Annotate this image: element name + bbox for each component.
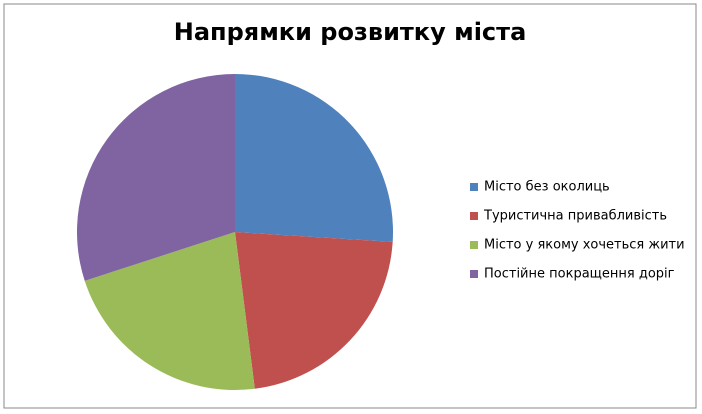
chart-title: Напрямки розвитку міста xyxy=(174,18,527,46)
legend-label: Туристична привабливість xyxy=(483,209,667,224)
legend-label: Постійне покращення доріг xyxy=(484,267,675,282)
pie-slice xyxy=(235,74,393,242)
pie-slice xyxy=(235,232,393,389)
legend-label: Місто у якому хочеться жити xyxy=(484,238,685,253)
pie-slice xyxy=(77,74,235,281)
legend-swatch xyxy=(470,212,478,220)
legend-swatch xyxy=(470,183,478,191)
pie-slice xyxy=(84,232,255,390)
legend-swatch xyxy=(470,270,478,278)
legend-label: Місто без околиць xyxy=(484,180,610,195)
legend-swatch xyxy=(470,241,478,249)
